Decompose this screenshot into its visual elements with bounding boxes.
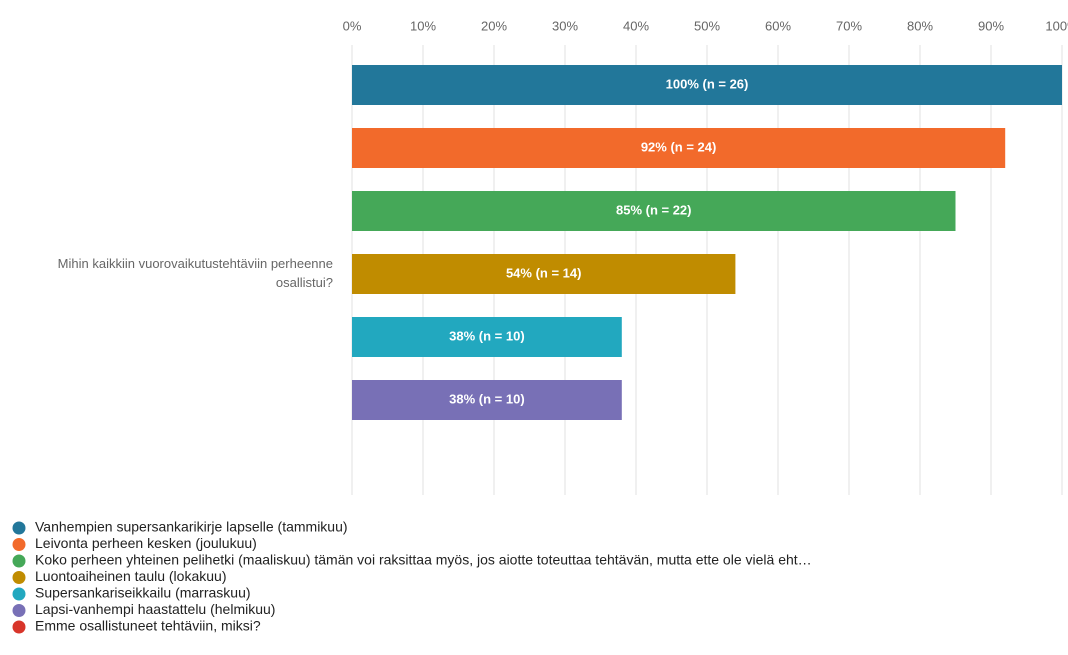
bar [352, 65, 1062, 105]
legend-marker [12, 554, 26, 568]
x-tick-label: 90% [978, 18, 1004, 33]
bar [352, 317, 622, 357]
x-tick-label: 100% [1045, 18, 1068, 33]
legend-marker [12, 521, 26, 535]
legend-label: Emme osallistuneet tehtäviin, miksi? [35, 618, 261, 634]
legend-marker [12, 587, 26, 601]
x-tick-label: 80% [907, 18, 933, 33]
x-tick-label: 70% [836, 18, 862, 33]
bar [352, 254, 736, 294]
legend-label: Koko perheen yhteinen pelihetki (maalisk… [35, 552, 812, 568]
x-tick-label: 50% [694, 18, 720, 33]
x-tick-label: 10% [410, 18, 436, 33]
bar [352, 128, 1006, 168]
data-label: 38% (n = 10) [449, 328, 525, 343]
x-tick-label: 20% [481, 18, 507, 33]
category-label: Mihin kaikkiin vuorovaikutustehtäviin pe… [57, 256, 333, 290]
data-label: 54% (n = 14) [506, 265, 582, 280]
legend-marker [12, 571, 26, 584]
x-tick-label: 30% [552, 18, 578, 33]
x-tick-label: 0% [343, 18, 362, 33]
data-label: 92% (n = 24) [641, 139, 717, 154]
x-tick-label: 60% [765, 18, 791, 33]
bar [352, 380, 622, 420]
legend-marker [12, 620, 26, 634]
legend-marker [12, 604, 26, 617]
legend-label: Leivonta perheen kesken (joulukuu) [35, 535, 257, 551]
legend-label: Lapsi-vanhempi haastattelu (helmikuu) [35, 601, 275, 617]
x-tick-label: 40% [623, 18, 649, 33]
legend-label: Vanhempien supersankarikirje lapselle (t… [35, 519, 348, 535]
data-label: 38% (n = 10) [449, 391, 525, 406]
legend-label: Supersankariseikkailu (marraskuu) [35, 585, 251, 601]
data-label: 100% (n = 26) [666, 76, 749, 91]
legend-label: Luontoaiheinen taulu (lokakuu) [35, 568, 226, 584]
bar [352, 191, 956, 231]
legend-marker [12, 538, 26, 551]
data-label: 85% (n = 22) [616, 202, 692, 217]
